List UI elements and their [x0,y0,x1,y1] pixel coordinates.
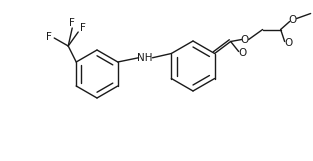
Text: NH: NH [137,53,152,63]
Text: F: F [46,32,52,42]
Text: O: O [289,14,297,24]
Text: O: O [240,34,249,44]
Text: F: F [80,23,86,33]
Text: F: F [69,18,75,28]
Text: O: O [239,47,247,57]
Text: O: O [285,38,293,47]
